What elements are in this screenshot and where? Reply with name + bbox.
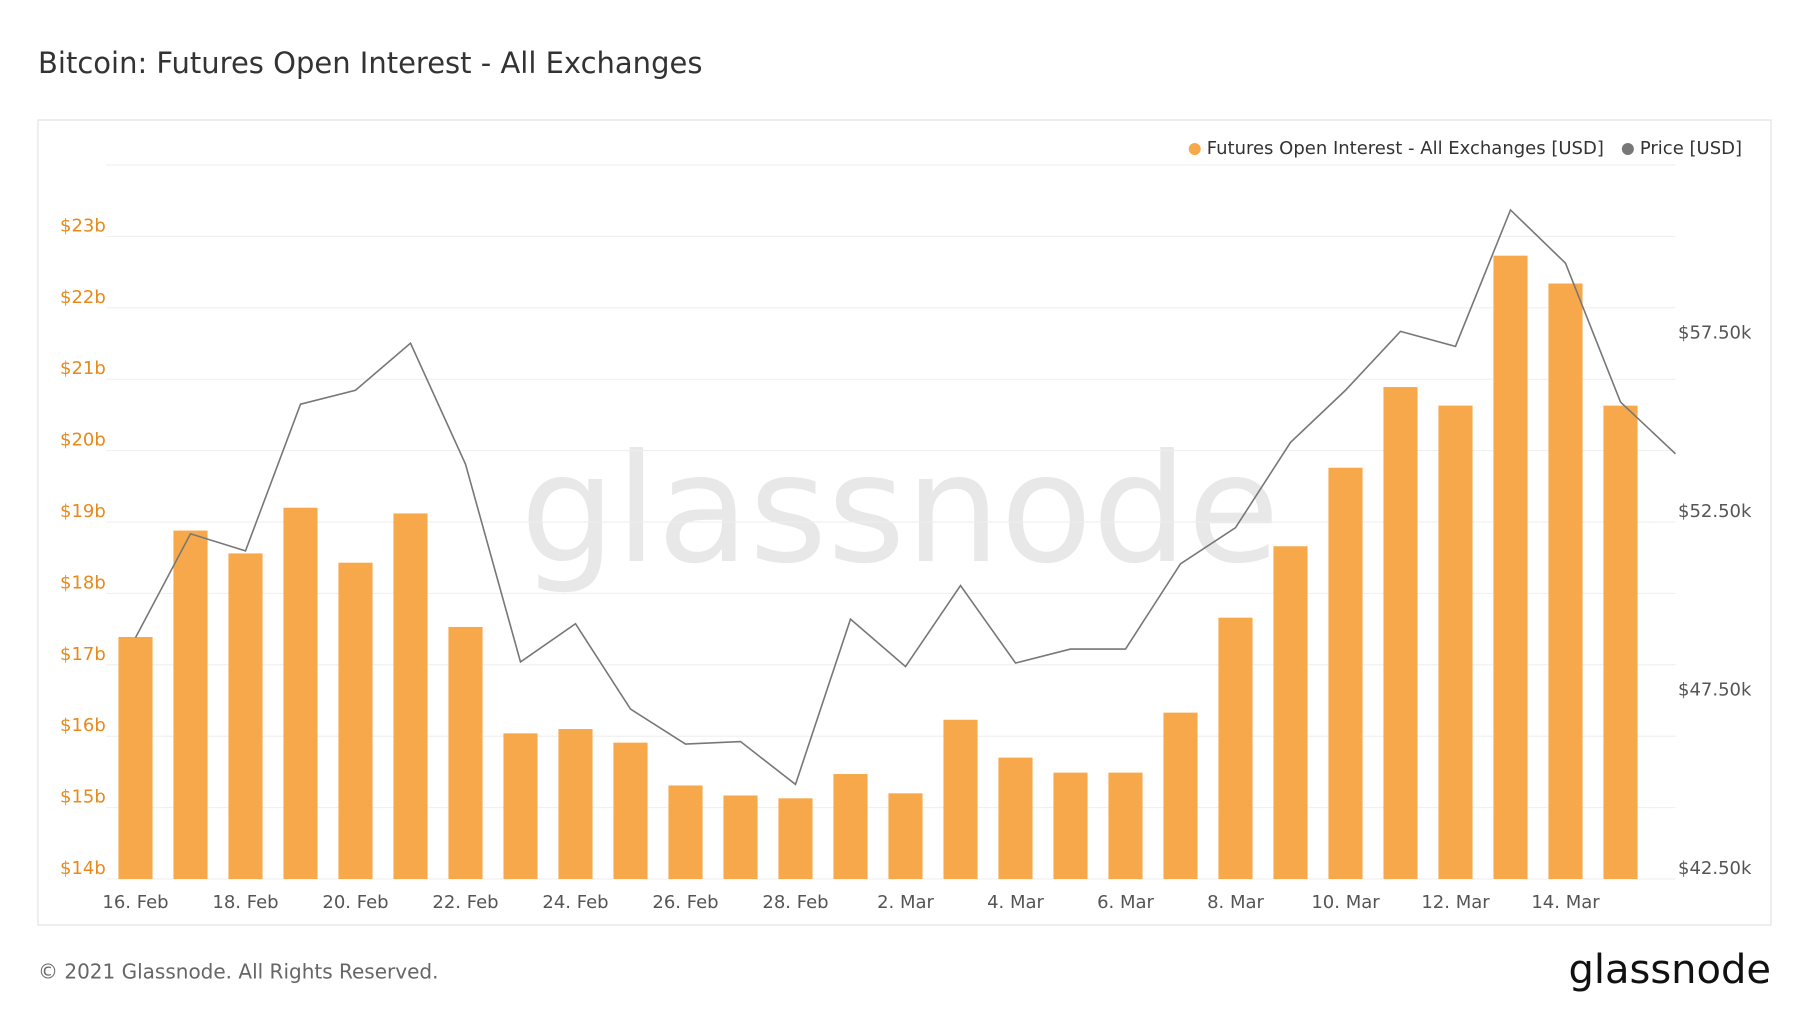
bar bbox=[943, 719, 978, 879]
bar bbox=[1328, 467, 1363, 879]
legend-label: Futures Open Interest - All Exchanges [U… bbox=[1207, 138, 1604, 159]
y-tick-label: $15b bbox=[60, 787, 106, 808]
bar bbox=[1053, 772, 1088, 879]
bar bbox=[1163, 712, 1198, 879]
bar bbox=[1548, 283, 1583, 879]
frame bbox=[37, 119, 1772, 926]
y-tick-label: $22b bbox=[60, 287, 106, 308]
bar bbox=[283, 507, 318, 879]
bar bbox=[448, 626, 483, 879]
y-tick-label: $19b bbox=[60, 501, 106, 522]
price-line bbox=[134, 208, 1677, 786]
y2-tick-label: $52.50k bbox=[1678, 501, 1752, 522]
y-tick-label: $14b bbox=[60, 858, 106, 879]
y-tick-label: $18b bbox=[60, 572, 106, 593]
x-tick-label: 16. Feb bbox=[102, 892, 168, 913]
bar bbox=[393, 513, 428, 879]
y-tick-label: $17b bbox=[60, 644, 106, 665]
y2-tick-label: $42.50k bbox=[1678, 858, 1752, 879]
bar bbox=[1493, 255, 1528, 880]
bar bbox=[173, 530, 208, 879]
bar bbox=[888, 793, 923, 879]
y-tick-label: $16b bbox=[60, 715, 106, 736]
bar bbox=[1108, 772, 1143, 879]
x-tick-label: 6. Mar bbox=[1097, 892, 1154, 913]
x-tick-label: 10. Mar bbox=[1311, 892, 1380, 913]
bar bbox=[1218, 617, 1253, 879]
x-tick-label: 18. Feb bbox=[212, 892, 278, 913]
bar bbox=[1273, 546, 1308, 879]
x-tick-label: 12. Mar bbox=[1421, 892, 1490, 913]
bar bbox=[118, 636, 153, 879]
x-tick-label: 28. Feb bbox=[762, 892, 828, 913]
x-tick-label: 26. Feb bbox=[652, 892, 718, 913]
legend-marker bbox=[1621, 143, 1634, 155]
bar bbox=[1383, 387, 1418, 879]
bar bbox=[338, 562, 373, 879]
bar bbox=[778, 798, 813, 879]
legend-label: Price [USD] bbox=[1640, 138, 1742, 159]
y-tick-label: $21b bbox=[60, 358, 106, 379]
bar bbox=[723, 795, 758, 879]
bar bbox=[833, 774, 868, 879]
bar bbox=[998, 757, 1033, 879]
x-tick-label: 24. Feb bbox=[542, 892, 608, 913]
x-tick-label: 4. Mar bbox=[987, 892, 1044, 913]
y2-tick-label: $57.50k bbox=[1678, 323, 1752, 344]
y-tick-label: $20b bbox=[60, 430, 106, 451]
logo: glassnode bbox=[1568, 947, 1771, 993]
x-tick-label: 20. Feb bbox=[322, 892, 388, 913]
y2-tick-label: $47.50k bbox=[1678, 680, 1752, 701]
x-tick-label: 22. Feb bbox=[432, 892, 498, 913]
bar bbox=[613, 742, 648, 879]
bar bbox=[503, 733, 538, 879]
bar bbox=[1438, 405, 1473, 879]
chart-title: Bitcoin: Futures Open Interest - All Exc… bbox=[38, 46, 702, 80]
watermark: glassnode bbox=[520, 423, 1279, 597]
x-tick-label: 2. Mar bbox=[877, 892, 934, 913]
bar bbox=[228, 553, 263, 879]
bar bbox=[668, 785, 703, 879]
bar bbox=[558, 729, 593, 879]
bar bbox=[1603, 405, 1638, 879]
x-tick-label: 8. Mar bbox=[1207, 892, 1264, 913]
y-tick-label: $23b bbox=[60, 215, 106, 236]
x-tick-label: 14. Mar bbox=[1531, 892, 1600, 913]
legend-marker bbox=[1188, 143, 1201, 155]
footer: © 2021 Glassnode. All Rights Reserved. bbox=[38, 960, 438, 984]
